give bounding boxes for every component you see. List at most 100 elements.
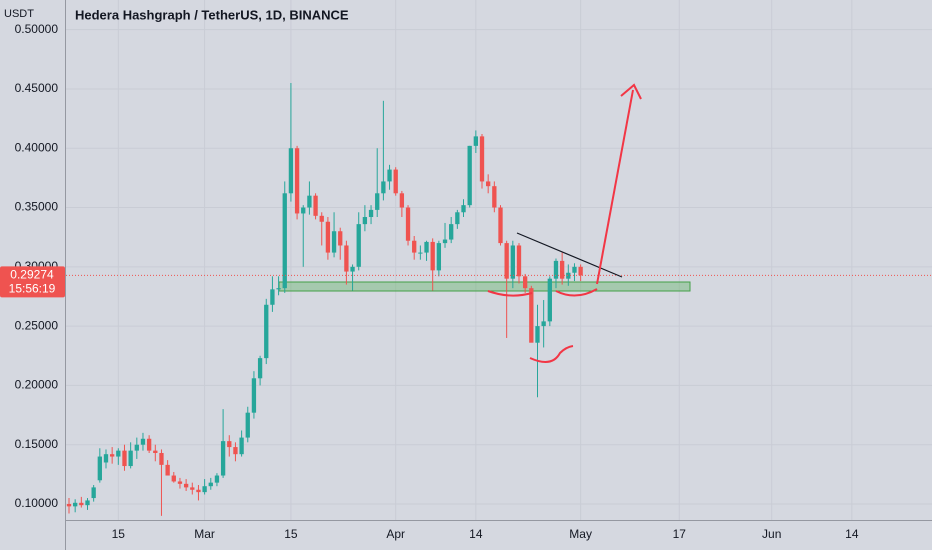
x-tick-label: Jun bbox=[762, 527, 781, 541]
candle-body bbox=[270, 289, 275, 305]
candle-body bbox=[264, 304, 269, 359]
candle-body bbox=[85, 500, 90, 506]
trend-line bbox=[516, 232, 623, 278]
candle-body bbox=[325, 221, 331, 253]
drawing-curve bbox=[487, 290, 533, 297]
candle-body bbox=[486, 181, 491, 187]
candle-body bbox=[467, 145, 472, 206]
arrow-shaft bbox=[596, 89, 634, 285]
candle-body bbox=[294, 148, 300, 214]
candle-body bbox=[307, 195, 312, 208]
x-tick-label: May bbox=[569, 527, 592, 541]
candle-body bbox=[350, 266, 355, 272]
y-tick-label: 0.45000 bbox=[15, 81, 59, 95]
x-tick-label: 17 bbox=[673, 527, 687, 541]
candle-body bbox=[153, 450, 158, 453]
candle-body bbox=[473, 136, 479, 146]
candle-body bbox=[331, 231, 337, 253]
last-price-label: 0.29274 bbox=[10, 268, 54, 282]
y-tick-label: 0.40000 bbox=[15, 140, 59, 154]
candle-body bbox=[578, 266, 583, 276]
candle-body bbox=[159, 452, 164, 465]
candle-body bbox=[381, 181, 386, 194]
x-tick-label: 14 bbox=[469, 527, 483, 541]
candle-body bbox=[202, 486, 207, 493]
candle-body bbox=[529, 288, 534, 343]
candle-body bbox=[418, 252, 423, 254]
candle-body bbox=[405, 207, 411, 241]
candle-body bbox=[140, 438, 146, 445]
candle-body bbox=[116, 450, 121, 457]
x-tick-label: Mar bbox=[194, 527, 215, 541]
candle-body bbox=[522, 276, 528, 289]
candle-body bbox=[301, 207, 306, 214]
candle-body bbox=[220, 441, 226, 476]
candle-body bbox=[233, 447, 238, 455]
candle-body bbox=[128, 450, 133, 467]
candle-body bbox=[368, 209, 374, 218]
y-tick-label: 0.10000 bbox=[15, 496, 59, 510]
candle-body bbox=[97, 456, 102, 481]
candle-body bbox=[208, 482, 213, 487]
candle-body bbox=[375, 193, 380, 210]
candle-body bbox=[276, 288, 281, 290]
candle-body bbox=[498, 207, 503, 244]
x-tick-label: 15 bbox=[284, 527, 298, 541]
candle-body bbox=[227, 441, 232, 448]
candle-body bbox=[553, 260, 559, 279]
y-unit: USDT bbox=[4, 8, 34, 20]
candle-body bbox=[177, 481, 183, 484]
candle-body bbox=[245, 412, 250, 438]
candle-body bbox=[196, 489, 201, 493]
candle-body bbox=[257, 358, 263, 379]
candle-body bbox=[559, 260, 565, 279]
candle-body bbox=[455, 212, 460, 225]
chart-title: Hedera Hashgraph / TetherUS, 1D, BINANCE bbox=[75, 7, 349, 22]
candle-body bbox=[442, 239, 448, 244]
support-zone bbox=[278, 281, 691, 292]
candle-body bbox=[79, 502, 84, 506]
candle-body bbox=[449, 224, 454, 240]
candle-body bbox=[122, 450, 127, 467]
candle-body bbox=[393, 169, 398, 194]
countdown-label: 15:56:19 bbox=[9, 282, 56, 296]
candle-body bbox=[504, 243, 509, 279]
candle-body bbox=[91, 487, 96, 499]
candle-body bbox=[572, 266, 577, 273]
candle-body bbox=[134, 444, 139, 451]
candle-body bbox=[412, 240, 417, 253]
candle-body bbox=[103, 454, 109, 463]
axes: 0.100000.150000.200000.250000.300000.350… bbox=[0, 22, 859, 541]
last-price-box bbox=[0, 266, 65, 298]
x-tick-label: 15 bbox=[112, 527, 126, 541]
y-tick-label: 0.20000 bbox=[15, 378, 59, 392]
candle-body bbox=[356, 224, 361, 267]
y-tick-label: 0.15000 bbox=[15, 437, 59, 451]
candle-body bbox=[73, 502, 78, 507]
candle-body bbox=[516, 245, 522, 277]
candle-body bbox=[362, 217, 368, 225]
candle-body bbox=[66, 503, 72, 507]
y-tick-label: 0.35000 bbox=[15, 200, 59, 214]
candle-body bbox=[541, 321, 546, 327]
x-tick-label: Apr bbox=[386, 527, 405, 541]
drawing-curve bbox=[529, 345, 574, 363]
candle-body bbox=[461, 205, 466, 213]
candle-body bbox=[146, 438, 152, 451]
candle-body bbox=[171, 475, 176, 482]
candle-body bbox=[165, 464, 170, 476]
candle-body bbox=[319, 215, 324, 222]
drawing-curve bbox=[555, 288, 598, 297]
candle-body bbox=[535, 326, 540, 343]
candle-body bbox=[338, 231, 343, 246]
candle-body bbox=[430, 241, 435, 271]
x-tick-label: 14 bbox=[845, 527, 859, 541]
candle-body bbox=[510, 245, 515, 279]
candle-body bbox=[492, 186, 497, 208]
candle-body bbox=[566, 272, 571, 279]
candle-body bbox=[183, 483, 189, 488]
candle-body bbox=[190, 487, 195, 490]
y-tick-label: 0.50000 bbox=[15, 22, 59, 36]
